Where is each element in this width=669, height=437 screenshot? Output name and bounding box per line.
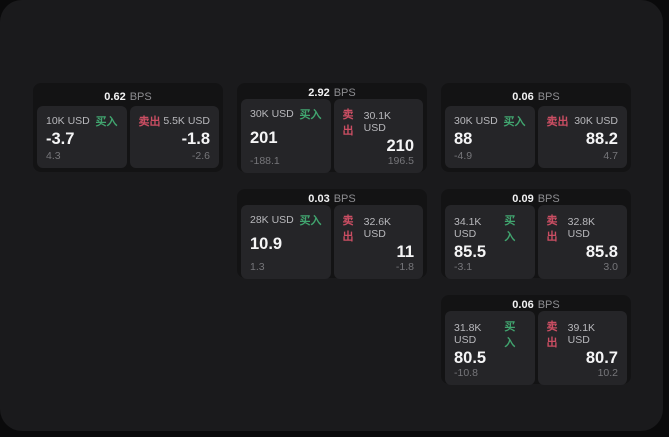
sell-price: 85.8: [585, 243, 618, 261]
bps-value: 2.92: [308, 87, 330, 99]
quote-card: 0.03 BPS 28K USD 买入 10.9 1.3 卖出 32.6K US…: [237, 189, 427, 279]
sell-quote-tile[interactable]: 卖出 39.1K USD 80.7 10.2: [537, 311, 627, 385]
quote-grid: 0.62 BPS 10K USD 买入 -3.7 4.3 卖出 5.5K USD: [33, 83, 631, 385]
bps-unit-label: BPS: [537, 299, 560, 311]
sell-notional: 39.1K USD: [567, 322, 596, 346]
buy-delta: -3.1: [454, 260, 473, 273]
quote-card: 0.06 BPS 31.8K USD 买入 80.5 -10.8 卖出 39.1…: [441, 295, 631, 385]
sell-price: -1.8: [181, 130, 210, 149]
buy-price: 80.5: [454, 349, 487, 367]
sell-notional: 32.8K USD: [567, 216, 596, 240]
buy-quote-tile[interactable]: 34.1K USD 买入 85.5 -3.1: [445, 205, 535, 279]
sell-delta: 4.7: [603, 150, 618, 162]
sell-notional: 30K USD: [574, 115, 618, 127]
sell-quote-tile[interactable]: 卖出 30.1K USD 210 196.5: [333, 99, 423, 173]
buy-notional: 30K USD: [250, 108, 294, 120]
buy-side-label: 买入: [504, 321, 516, 349]
buy-quote-tile[interactable]: 10K USD 买入 -3.7 4.3: [37, 106, 127, 168]
buy-delta: 4.3: [46, 150, 61, 162]
sell-notional: 32.6K USD: [363, 216, 392, 240]
sell-quote-tile[interactable]: 卖出 32.8K USD 85.8 3.0: [537, 205, 627, 279]
sell-side-label: 卖出: [546, 116, 569, 128]
buy-quote-tile[interactable]: 31.8K USD 买入 80.5 -10.8: [445, 311, 535, 385]
bps-value: 0.09: [512, 193, 534, 205]
app-surface: 0.62 BPS 10K USD 买入 -3.7 4.3 卖出 5.5K USD: [0, 0, 663, 431]
quote-card: 0.09 BPS 34.1K USD 买入 85.5 -3.1 卖出 32.8K…: [441, 189, 631, 279]
sell-price: 80.7: [585, 349, 618, 367]
buy-notional: 34.1K USD: [454, 216, 482, 240]
sell-notional: 30.1K USD: [363, 110, 392, 134]
card-header: 2.92 BPS: [241, 87, 423, 99]
sell-quote-tile[interactable]: 卖出 32.6K USD 11 -1.8: [333, 205, 423, 279]
buy-notional: 28K USD: [250, 214, 294, 226]
sell-delta: 196.5: [387, 154, 414, 167]
sell-quote-tile[interactable]: 卖出 30K USD 88.2 4.7: [537, 106, 627, 168]
buy-notional: 10K USD: [46, 115, 90, 127]
bps-value: 0.03: [308, 193, 330, 205]
bps-value: 0.62: [104, 90, 126, 103]
buy-side-label: 买入: [299, 109, 322, 121]
bps-unit-label: BPS: [333, 87, 356, 99]
quote-card: 2.92 BPS 30K USD 买入 201 -188.1 卖出 30.1K …: [237, 83, 427, 173]
buy-delta: -188.1: [250, 154, 280, 167]
card-header: 0.06 BPS: [445, 87, 627, 106]
buy-price: 201: [250, 129, 278, 147]
bps-unit-label: BPS: [333, 193, 356, 205]
sell-side-label: 卖出: [342, 215, 354, 243]
buy-price: 88: [454, 130, 473, 149]
bps-value: 0.06: [512, 299, 534, 311]
buy-price: 10.9: [250, 235, 283, 253]
card-header: 0.06 BPS: [445, 299, 627, 311]
buy-price: 85.5: [454, 243, 487, 261]
sell-price: 210: [386, 137, 414, 155]
quote-card: 0.62 BPS 10K USD 买入 -3.7 4.3 卖出 5.5K USD: [33, 83, 223, 172]
card-header: 0.03 BPS: [241, 193, 423, 205]
buy-price: -3.7: [46, 130, 75, 149]
buy-side-label: 买入: [503, 116, 526, 128]
sell-price: 88.2: [585, 130, 618, 149]
card-header: 0.62 BPS: [37, 87, 219, 106]
buy-side-label: 买入: [95, 116, 118, 128]
buy-delta: 1.3: [250, 260, 265, 273]
sell-delta: -2.6: [191, 150, 210, 162]
quote-card: 0.06 BPS 30K USD 买入 88 -4.9 卖出 30K USD: [441, 83, 631, 172]
buy-quote-tile[interactable]: 30K USD 买入 201 -188.1: [241, 99, 331, 173]
bps-value: 0.06: [512, 90, 534, 103]
card-header: 0.09 BPS: [445, 193, 627, 205]
sell-delta: 10.2: [597, 366, 618, 379]
buy-notional: 31.8K USD: [454, 322, 482, 346]
sell-side-label: 卖出: [138, 116, 161, 128]
sell-delta: -1.8: [395, 260, 414, 273]
bps-unit-label: BPS: [537, 193, 560, 205]
buy-side-label: 买入: [299, 215, 322, 227]
buy-delta: -10.8: [454, 366, 478, 379]
bps-unit-label: BPS: [537, 90, 560, 103]
sell-quote-tile[interactable]: 卖出 5.5K USD -1.8 -2.6: [129, 106, 219, 168]
sell-price: 11: [396, 243, 414, 261]
sell-side-label: 卖出: [546, 321, 558, 349]
buy-notional: 30K USD: [454, 115, 498, 127]
sell-notional: 5.5K USD: [163, 115, 210, 127]
buy-quote-tile[interactable]: 28K USD 买入 10.9 1.3: [241, 205, 331, 279]
buy-side-label: 买入: [504, 215, 516, 243]
bps-unit-label: BPS: [129, 90, 152, 103]
buy-delta: -4.9: [454, 150, 473, 162]
sell-side-label: 卖出: [546, 215, 558, 243]
sell-side-label: 卖出: [342, 109, 354, 137]
sell-delta: 3.0: [603, 260, 618, 273]
buy-quote-tile[interactable]: 30K USD 买入 88 -4.9: [445, 106, 535, 168]
